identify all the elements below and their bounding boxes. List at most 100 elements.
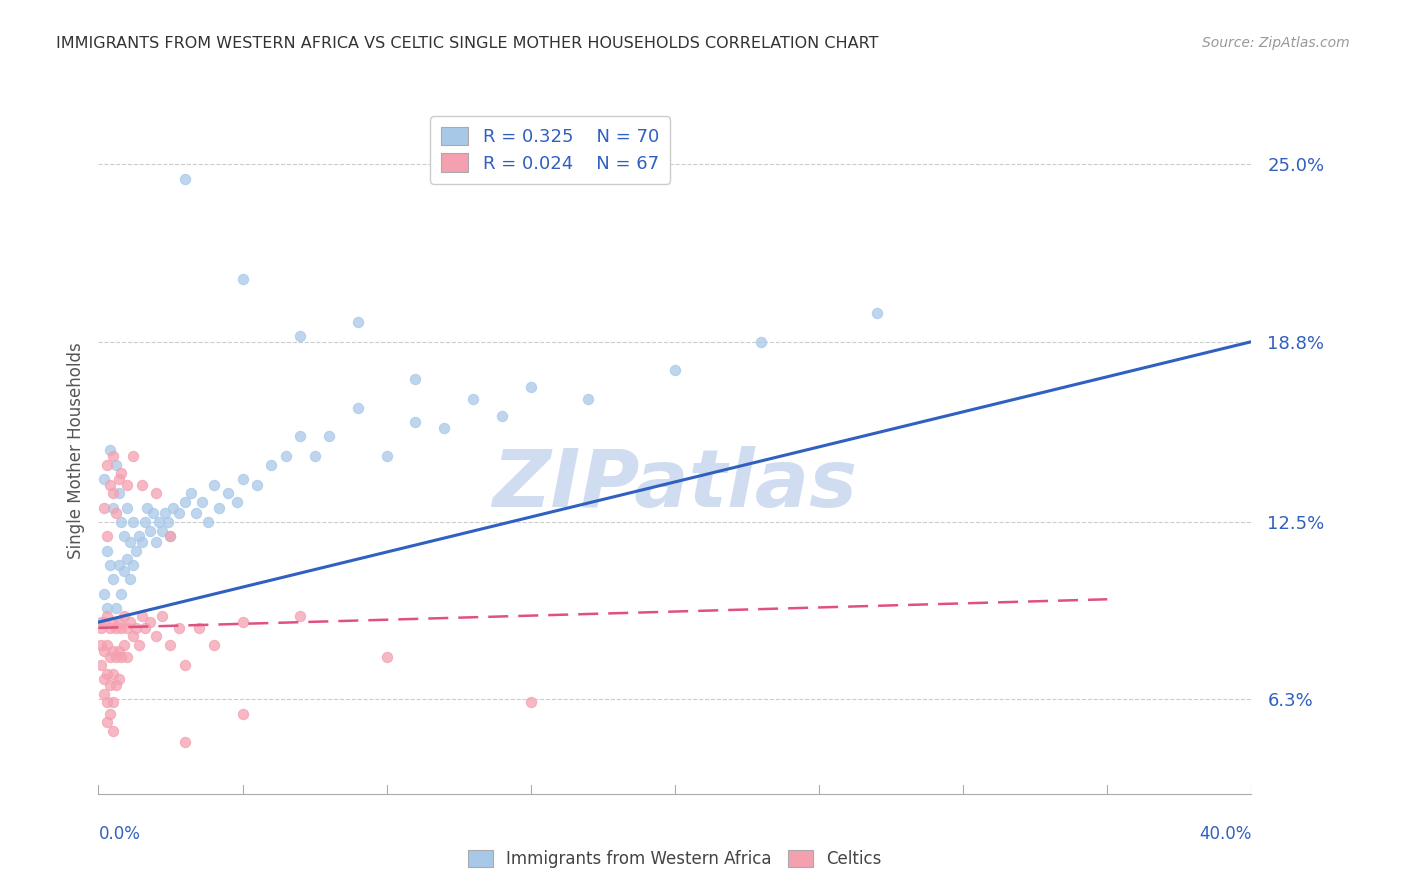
Point xyxy=(156,515,179,529)
Point xyxy=(120,572,142,586)
Point xyxy=(231,472,254,486)
Point xyxy=(107,615,129,630)
Point xyxy=(107,558,129,572)
Point xyxy=(110,621,132,635)
Point xyxy=(159,529,181,543)
Point xyxy=(180,486,202,500)
Point xyxy=(110,467,132,481)
Point xyxy=(318,429,340,443)
Point xyxy=(90,658,112,673)
Point xyxy=(346,401,368,415)
Point xyxy=(139,615,162,630)
Point xyxy=(520,380,543,394)
Point xyxy=(167,507,190,521)
Point xyxy=(96,609,118,624)
Point xyxy=(150,609,173,624)
Point xyxy=(122,558,145,572)
Point xyxy=(120,535,142,549)
Point xyxy=(578,392,600,406)
Point xyxy=(96,458,118,472)
Point xyxy=(101,723,124,738)
Point xyxy=(131,478,153,492)
Point xyxy=(101,486,124,500)
Point xyxy=(117,552,139,566)
Point xyxy=(231,272,254,286)
Point xyxy=(93,586,115,600)
Point xyxy=(290,329,312,343)
Point xyxy=(134,515,156,529)
Point xyxy=(664,363,686,377)
Point xyxy=(751,334,773,349)
Point xyxy=(96,638,118,652)
Point xyxy=(93,472,115,486)
Point xyxy=(375,449,398,463)
Point xyxy=(208,500,231,515)
Point xyxy=(274,449,297,463)
Point xyxy=(148,515,170,529)
Point xyxy=(93,644,115,658)
Point xyxy=(186,507,208,521)
Point xyxy=(98,443,121,458)
Point xyxy=(93,615,115,630)
Point xyxy=(162,500,184,515)
Text: Source: ZipAtlas.com: Source: ZipAtlas.com xyxy=(1202,36,1350,50)
Point xyxy=(131,535,153,549)
Point xyxy=(202,478,225,492)
Point xyxy=(142,507,165,521)
Point xyxy=(93,673,115,687)
Point xyxy=(117,500,139,515)
Point xyxy=(96,600,118,615)
Text: ZIPatlas: ZIPatlas xyxy=(492,446,858,524)
Point xyxy=(159,529,181,543)
Point xyxy=(174,171,197,186)
Point xyxy=(231,706,254,721)
Point xyxy=(145,535,167,549)
Point xyxy=(101,644,124,658)
Text: 40.0%: 40.0% xyxy=(1199,825,1251,843)
Point xyxy=(112,564,135,578)
Point xyxy=(104,649,127,664)
Point xyxy=(90,638,112,652)
Point xyxy=(491,409,513,424)
Point xyxy=(125,621,148,635)
Point xyxy=(217,486,239,500)
Point xyxy=(202,638,225,652)
Point xyxy=(112,529,135,543)
Point xyxy=(159,638,181,652)
Point xyxy=(153,507,176,521)
Point xyxy=(122,449,145,463)
Point xyxy=(405,415,427,429)
Point xyxy=(90,615,112,630)
Point xyxy=(290,429,312,443)
Point xyxy=(104,458,127,472)
Point xyxy=(375,649,398,664)
Point xyxy=(150,524,173,538)
Point xyxy=(304,449,326,463)
Point xyxy=(96,529,118,543)
Point xyxy=(107,472,129,486)
Point xyxy=(117,478,139,492)
Point xyxy=(96,715,118,730)
Point xyxy=(346,315,368,329)
Point xyxy=(866,306,889,320)
Point xyxy=(110,586,132,600)
Point xyxy=(117,621,139,635)
Point xyxy=(174,658,197,673)
Point xyxy=(405,372,427,386)
Point xyxy=(125,543,148,558)
Point xyxy=(122,630,145,644)
Text: IMMIGRANTS FROM WESTERN AFRICA VS CELTIC SINGLE MOTHER HOUSEHOLDS CORRELATION CH: IMMIGRANTS FROM WESTERN AFRICA VS CELTIC… xyxy=(56,36,879,51)
Point xyxy=(225,495,247,509)
Point xyxy=(98,706,121,721)
Point xyxy=(107,644,129,658)
Point xyxy=(174,495,197,509)
Point xyxy=(139,524,162,538)
Point xyxy=(96,543,118,558)
Point xyxy=(167,621,190,635)
Point xyxy=(520,695,543,709)
Point xyxy=(93,687,115,701)
Point xyxy=(90,621,112,635)
Point xyxy=(110,649,132,664)
Point xyxy=(136,500,159,515)
Point xyxy=(433,420,456,434)
